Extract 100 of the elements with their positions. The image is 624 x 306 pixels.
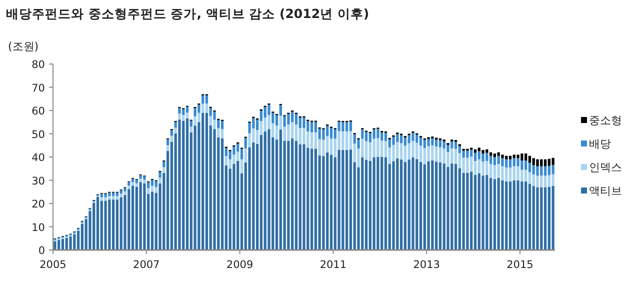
bar	[310, 122, 314, 132]
bar	[162, 167, 166, 174]
y-tick-label: 30	[32, 175, 45, 188]
bar	[326, 136, 329, 152]
bar	[202, 112, 204, 250]
bar	[260, 134, 263, 250]
bar	[182, 109, 185, 115]
bar	[454, 164, 458, 250]
bar	[501, 166, 504, 180]
bar	[524, 170, 528, 182]
bar	[454, 148, 458, 164]
bar	[368, 142, 372, 161]
bar	[431, 138, 434, 146]
bar	[287, 124, 290, 141]
bar	[291, 122, 294, 138]
bar	[396, 142, 399, 158]
bar	[486, 149, 488, 153]
bar	[302, 128, 306, 144]
bar	[213, 112, 216, 120]
bar	[532, 158, 535, 166]
bar	[306, 131, 310, 148]
bar	[205, 104, 208, 113]
bar	[361, 157, 364, 250]
bar	[505, 181, 508, 250]
bar	[96, 196, 100, 250]
bar	[540, 159, 543, 166]
bar	[482, 154, 484, 162]
bar	[236, 160, 240, 250]
bar	[139, 182, 142, 250]
bar	[470, 150, 473, 157]
bar	[147, 188, 150, 194]
bar	[202, 104, 204, 113]
bar	[478, 173, 480, 250]
x-tick-label: 2015	[506, 259, 534, 271]
bar	[232, 164, 236, 250]
y-tick-label: 50	[32, 128, 45, 141]
bar	[416, 142, 418, 160]
bar	[326, 126, 329, 136]
bar	[427, 161, 430, 250]
bar	[345, 122, 348, 132]
bar	[396, 158, 399, 250]
bar	[474, 160, 477, 175]
bar	[224, 156, 228, 166]
y-tick-label: 40	[32, 152, 45, 164]
bar	[532, 165, 535, 174]
bar	[345, 131, 348, 150]
bar	[532, 174, 535, 186]
bar	[423, 148, 426, 164]
bar	[294, 124, 298, 141]
bar	[198, 104, 200, 113]
bar	[458, 168, 461, 250]
bar	[264, 131, 266, 250]
bar	[364, 160, 368, 250]
bar	[345, 150, 348, 250]
bar	[497, 152, 500, 156]
bar	[524, 154, 528, 160]
bar	[416, 159, 418, 250]
bar	[194, 126, 196, 250]
bar	[116, 200, 119, 250]
x-tick-label: 2007	[133, 259, 160, 271]
bar	[194, 108, 196, 116]
bar	[202, 95, 204, 104]
bar	[268, 129, 270, 250]
bar	[446, 166, 450, 250]
bar	[368, 133, 372, 142]
bar	[412, 157, 414, 250]
bar	[520, 154, 524, 160]
bar	[540, 166, 543, 176]
bar	[478, 151, 480, 160]
bar	[508, 159, 512, 168]
bar	[302, 117, 306, 128]
bar	[548, 166, 550, 176]
bar	[512, 158, 516, 166]
bar	[330, 138, 333, 155]
bar	[73, 234, 76, 250]
bar	[322, 140, 325, 156]
bar	[516, 180, 520, 250]
legend-label: 인덱스	[589, 161, 622, 174]
bar	[505, 156, 508, 160]
bar	[128, 182, 130, 186]
bar	[220, 120, 224, 130]
bar	[512, 154, 516, 158]
x-tick-label: 2011	[320, 259, 347, 271]
bar	[482, 150, 484, 154]
bar	[330, 154, 333, 250]
bar	[486, 174, 488, 250]
bar	[182, 120, 185, 250]
bar	[544, 159, 547, 166]
bar	[392, 144, 395, 162]
bar	[291, 138, 294, 250]
bar	[392, 161, 395, 250]
bar	[493, 154, 496, 157]
bar	[252, 142, 255, 250]
bar	[536, 187, 539, 250]
bar	[112, 196, 115, 200]
bar	[158, 178, 162, 184]
x-tick-label: 2009	[226, 259, 254, 271]
bar	[493, 179, 496, 250]
bar	[404, 162, 406, 250]
bar	[536, 159, 539, 166]
